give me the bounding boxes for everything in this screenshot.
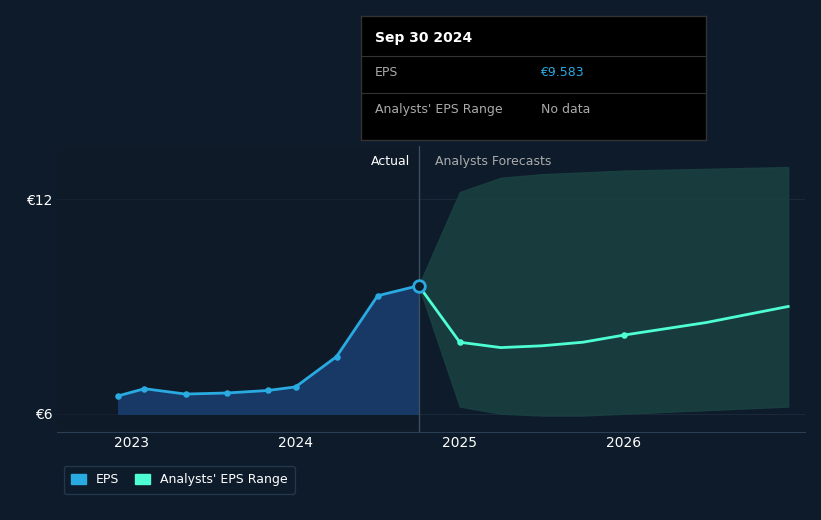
- Text: EPS: EPS: [375, 66, 398, 79]
- Bar: [57, 146, 419, 432]
- Point: [453, 338, 466, 346]
- Text: No data: No data: [540, 103, 590, 116]
- Point: [220, 389, 233, 397]
- Text: €9.583: €9.583: [540, 66, 585, 79]
- Legend: EPS, Analysts' EPS Range: EPS, Analysts' EPS Range: [64, 466, 295, 494]
- Point: [179, 390, 192, 398]
- Point: [412, 281, 425, 290]
- Point: [371, 292, 384, 300]
- Text: Analysts Forecasts: Analysts Forecasts: [435, 155, 552, 168]
- Point: [138, 384, 151, 393]
- Point: [261, 386, 274, 395]
- Point: [617, 331, 631, 339]
- Point: [112, 392, 125, 400]
- Text: Analysts' EPS Range: Analysts' EPS Range: [375, 103, 502, 116]
- Text: Actual: Actual: [371, 155, 410, 168]
- Point: [289, 383, 302, 391]
- Point: [330, 353, 343, 361]
- Text: Sep 30 2024: Sep 30 2024: [375, 31, 472, 45]
